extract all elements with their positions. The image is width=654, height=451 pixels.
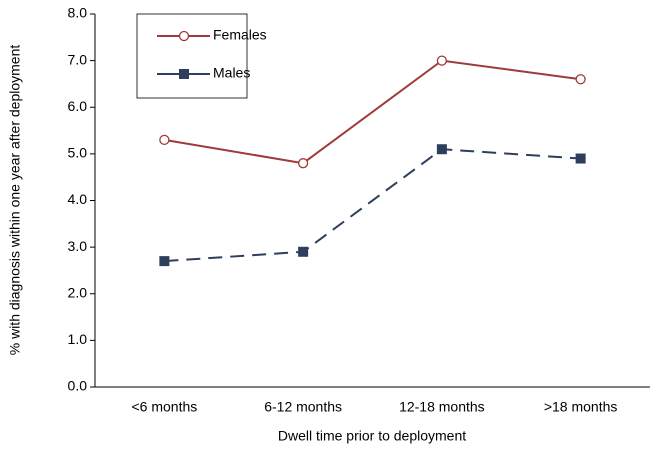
marker [297, 158, 309, 169]
y-tick-label: 7.0 [68, 51, 88, 67]
y-tick-label: 6.0 [68, 98, 88, 114]
y-tick-label: 3.0 [68, 238, 88, 254]
marker [436, 144, 447, 155]
y-tick-label: 4.0 [68, 191, 88, 207]
y-tick-label: 8.0 [68, 5, 88, 21]
marker [159, 134, 170, 146]
y-tick-label: 1.0 [68, 331, 88, 347]
x-tick-label: 12-18 months [399, 399, 485, 415]
legend-label: Males [213, 65, 250, 81]
x-tick-label: 6-12 months [264, 399, 342, 415]
x-axis-title: Dwell time prior to deployment [278, 428, 466, 444]
marker [159, 256, 170, 267]
marker [436, 55, 448, 66]
marker [575, 74, 586, 85]
legend-label: Females [213, 27, 267, 43]
legend-marker [179, 69, 189, 79]
series-line [164, 148, 581, 263]
y-tick-label: 0.0 [68, 378, 88, 394]
y-tick-label: 5.0 [68, 145, 88, 161]
marker [575, 153, 586, 164]
series-line [164, 59, 581, 165]
marker [298, 246, 309, 257]
y-axis-title: % with diagnosis within one year after d… [7, 45, 23, 356]
legend-marker [178, 30, 190, 42]
y-tick-label: 2.0 [68, 284, 88, 300]
x-tick-label: >18 months [544, 399, 618, 415]
legend-box [136, 13, 248, 99]
x-tick-label: <6 months [131, 399, 197, 415]
